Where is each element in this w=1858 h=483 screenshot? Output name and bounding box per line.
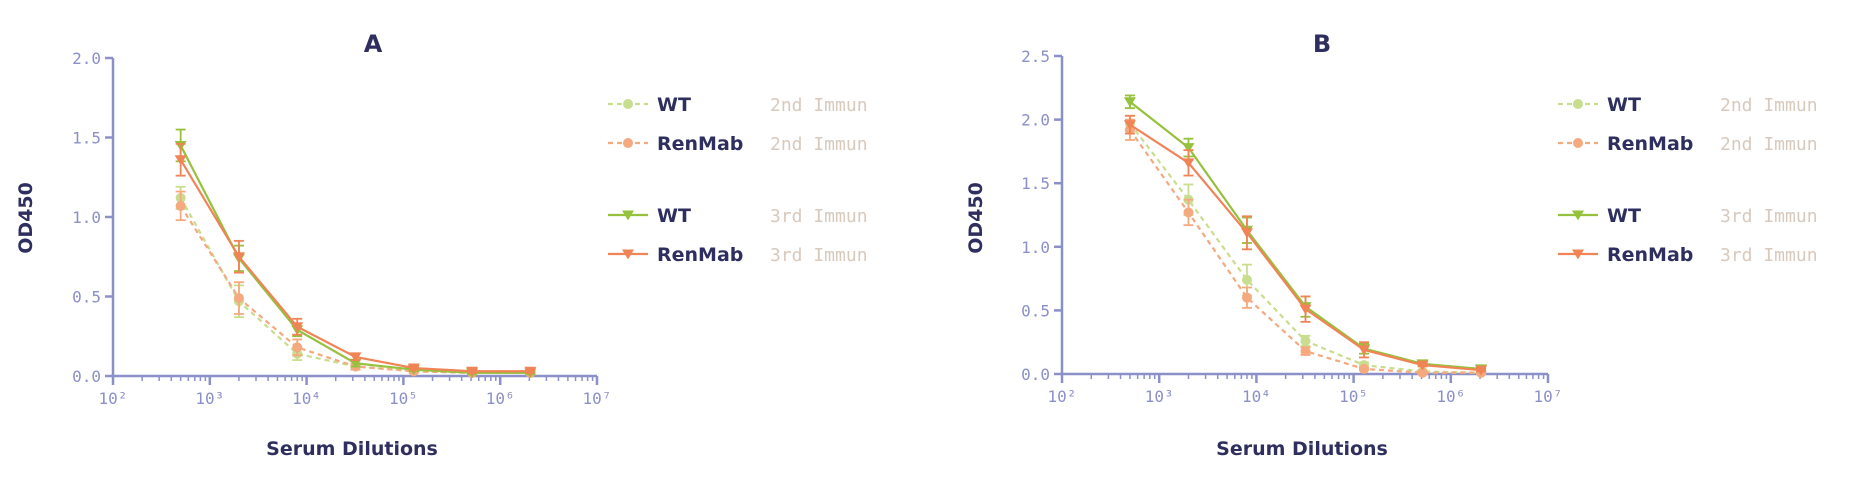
x-tick-label: 10⁵ — [1339, 387, 1368, 406]
data-point — [1359, 363, 1370, 374]
y-tick-label: 0.5 — [72, 288, 101, 307]
x-tick-label: 10⁷ — [583, 389, 612, 408]
data-point — [349, 358, 362, 369]
legend-series-name: RenMab — [1607, 244, 1693, 266]
legend-series-group: 3rd Immun — [1720, 245, 1818, 266]
legend-series-group: 2nd Immun — [770, 134, 868, 155]
legend-marker — [1572, 210, 1584, 221]
data-point — [1241, 292, 1252, 303]
legend-series-name: RenMab — [657, 244, 743, 266]
legend-series-name: WT — [657, 94, 691, 116]
legend-series-name: RenMab — [1607, 133, 1693, 155]
chart-title: B — [1313, 30, 1331, 58]
chart-panel-b: B Serum Dilutions OD450 0.0 0.5 1.0 1.5 2.0 2… — [965, 30, 1818, 460]
data-point — [174, 155, 187, 166]
series-line — [179, 197, 531, 374]
x-axis-label: Serum Dilutions — [1216, 438, 1388, 460]
data-point — [233, 293, 244, 304]
series-line — [179, 144, 531, 374]
legend-series-name: WT — [1607, 94, 1641, 116]
y-tick-label: 0.0 — [72, 367, 101, 386]
legend-series-name: RenMab — [657, 133, 743, 155]
legend-marker — [1572, 249, 1584, 260]
legend-marker — [623, 99, 633, 109]
y-tick-label: 0.0 — [1021, 365, 1050, 384]
data-point — [1416, 360, 1429, 371]
y-axis-label: OD450 — [965, 182, 987, 254]
data-point — [1300, 335, 1311, 346]
chart-title: A — [364, 30, 383, 58]
series-line — [1129, 123, 1482, 372]
data-point — [1182, 158, 1195, 169]
data-point — [407, 363, 420, 374]
data-point — [349, 352, 362, 363]
data-point — [232, 252, 245, 263]
legend-series-group: 2nd Immun — [1720, 134, 1818, 155]
y-axis-label: OD450 — [15, 182, 37, 254]
y-tick-label: 1.5 — [72, 129, 101, 148]
legend-marker — [622, 210, 634, 221]
data-point — [1475, 365, 1488, 376]
data-point — [1417, 367, 1428, 378]
y-tick-label: 2.0 — [1021, 111, 1050, 130]
x-tick-label: 10² — [99, 389, 128, 408]
x-tick-label: 10⁵ — [389, 389, 418, 408]
y-tick-label: 2.0 — [72, 49, 101, 68]
y-tick-label: 1.0 — [1021, 238, 1050, 257]
legend-marker — [1573, 99, 1583, 109]
x-tick-label: 10⁷ — [1534, 387, 1563, 406]
y-tick-label: 0.5 — [1021, 301, 1050, 320]
data-point — [1299, 304, 1312, 315]
data-point — [292, 342, 303, 353]
series-line — [179, 205, 531, 374]
y-tick-label: 1.5 — [1021, 174, 1050, 193]
data-point — [1241, 274, 1252, 285]
legend-series-group: 3rd Immun — [1720, 206, 1818, 227]
y-tick-label: 2.5 — [1021, 47, 1050, 66]
data-point — [1300, 346, 1311, 357]
series-line — [1129, 100, 1482, 371]
y-tick-label: 1.0 — [72, 208, 101, 227]
chart-panel-a: A Serum Dilutions OD450 0.0 0.5 1.0 1.5 2.0 1… — [15, 30, 868, 460]
data-point — [1358, 345, 1371, 356]
legend-series-group: 2nd Immun — [1720, 95, 1818, 116]
data-point — [175, 200, 186, 211]
legend-series-name: WT — [1607, 205, 1641, 227]
x-tick-label: 10³ — [1145, 387, 1174, 406]
x-tick-label: 10⁶ — [486, 389, 515, 408]
legend-series-name: WT — [657, 205, 691, 227]
legend-marker — [622, 249, 634, 260]
legend-marker — [623, 138, 633, 148]
x-tick-label: 10⁴ — [1242, 387, 1271, 406]
legend-series-group: 3rd Immun — [770, 206, 868, 227]
legend-marker — [1573, 138, 1583, 148]
data-point — [1123, 97, 1136, 108]
data-point — [1183, 207, 1194, 218]
x-axis-label: Serum Dilutions — [266, 438, 438, 460]
data-point — [1182, 143, 1195, 153]
data-point — [524, 366, 537, 377]
x-tick-label: 10⁴ — [292, 389, 321, 408]
data-point — [1123, 120, 1136, 131]
x-tick-label: 10³ — [195, 389, 224, 408]
legend-series-group: 2nd Immun — [770, 95, 868, 116]
series-line — [179, 159, 531, 373]
x-tick-label: 10² — [1048, 387, 1077, 406]
data-point — [1240, 228, 1253, 239]
data-point — [466, 366, 479, 377]
data-point — [291, 322, 304, 333]
legend-series-group: 3rd Immun — [770, 245, 868, 266]
x-tick-label: 10⁶ — [1436, 387, 1465, 406]
